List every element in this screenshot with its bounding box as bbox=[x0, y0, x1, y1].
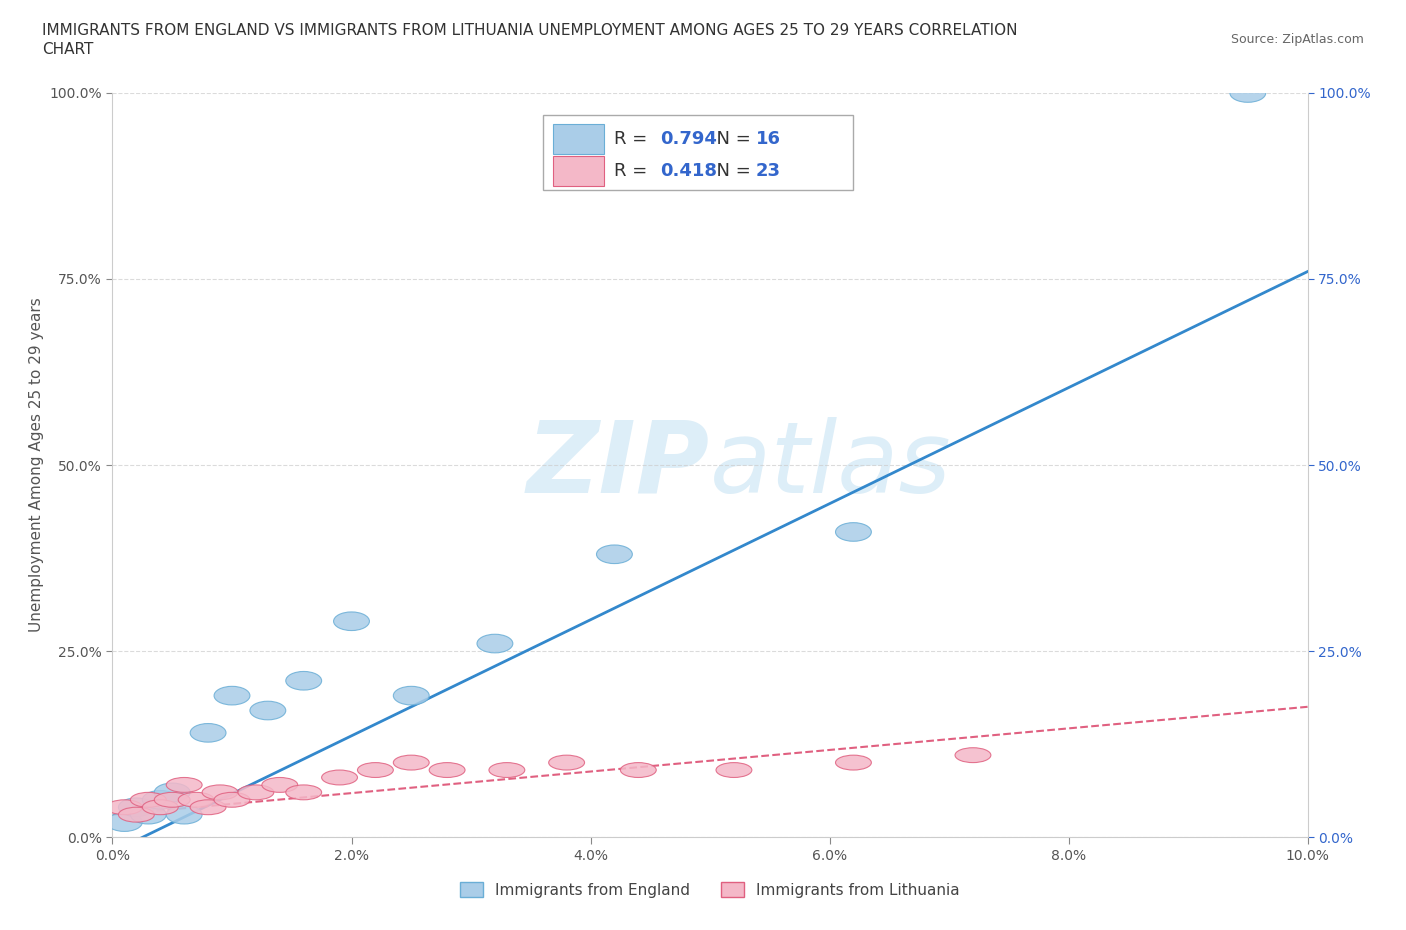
Ellipse shape bbox=[107, 800, 142, 815]
Ellipse shape bbox=[214, 792, 250, 807]
Ellipse shape bbox=[131, 792, 166, 807]
FancyBboxPatch shape bbox=[554, 125, 603, 154]
Text: 16: 16 bbox=[755, 130, 780, 148]
Ellipse shape bbox=[179, 792, 214, 807]
Ellipse shape bbox=[596, 545, 633, 564]
Ellipse shape bbox=[202, 785, 238, 800]
Text: IMMIGRANTS FROM ENGLAND VS IMMIGRANTS FROM LITHUANIA UNEMPLOYMENT AMONG AGES 25 : IMMIGRANTS FROM ENGLAND VS IMMIGRANTS FR… bbox=[42, 23, 1018, 38]
Ellipse shape bbox=[285, 671, 322, 690]
Legend: Immigrants from England, Immigrants from Lithuania: Immigrants from England, Immigrants from… bbox=[454, 875, 966, 904]
Ellipse shape bbox=[285, 785, 322, 800]
Text: CHART: CHART bbox=[42, 42, 94, 57]
Ellipse shape bbox=[107, 813, 142, 831]
Ellipse shape bbox=[955, 748, 991, 763]
Y-axis label: Unemployment Among Ages 25 to 29 years: Unemployment Among Ages 25 to 29 years bbox=[30, 298, 44, 632]
Ellipse shape bbox=[118, 798, 155, 817]
Ellipse shape bbox=[620, 763, 657, 777]
Ellipse shape bbox=[322, 770, 357, 785]
Ellipse shape bbox=[190, 800, 226, 815]
Text: 0.794: 0.794 bbox=[659, 130, 717, 148]
Ellipse shape bbox=[489, 763, 524, 777]
Ellipse shape bbox=[394, 755, 429, 770]
Ellipse shape bbox=[394, 686, 429, 705]
Text: atlas: atlas bbox=[710, 417, 952, 513]
Ellipse shape bbox=[166, 777, 202, 792]
Ellipse shape bbox=[548, 755, 585, 770]
FancyBboxPatch shape bbox=[554, 156, 603, 186]
Text: N =: N = bbox=[706, 130, 756, 148]
Text: R =: R = bbox=[614, 162, 654, 180]
Ellipse shape bbox=[142, 790, 179, 809]
Text: 0.418: 0.418 bbox=[659, 162, 717, 180]
Text: 23: 23 bbox=[755, 162, 780, 180]
Ellipse shape bbox=[429, 763, 465, 777]
Ellipse shape bbox=[155, 783, 190, 802]
Ellipse shape bbox=[250, 701, 285, 720]
Ellipse shape bbox=[333, 612, 370, 631]
Text: Source: ZipAtlas.com: Source: ZipAtlas.com bbox=[1230, 33, 1364, 46]
Text: ZIP: ZIP bbox=[527, 417, 710, 513]
Ellipse shape bbox=[716, 763, 752, 777]
Ellipse shape bbox=[166, 805, 202, 824]
Ellipse shape bbox=[262, 777, 298, 792]
Text: N =: N = bbox=[706, 162, 756, 180]
Ellipse shape bbox=[1230, 84, 1265, 102]
Ellipse shape bbox=[835, 755, 872, 770]
FancyBboxPatch shape bbox=[543, 115, 853, 190]
Ellipse shape bbox=[190, 724, 226, 742]
Text: R =: R = bbox=[614, 130, 654, 148]
Ellipse shape bbox=[142, 800, 179, 815]
Ellipse shape bbox=[238, 785, 274, 800]
Ellipse shape bbox=[477, 634, 513, 653]
Ellipse shape bbox=[214, 686, 250, 705]
Ellipse shape bbox=[357, 763, 394, 777]
Ellipse shape bbox=[118, 807, 155, 822]
Ellipse shape bbox=[155, 792, 190, 807]
Ellipse shape bbox=[835, 523, 872, 541]
Ellipse shape bbox=[131, 805, 166, 824]
